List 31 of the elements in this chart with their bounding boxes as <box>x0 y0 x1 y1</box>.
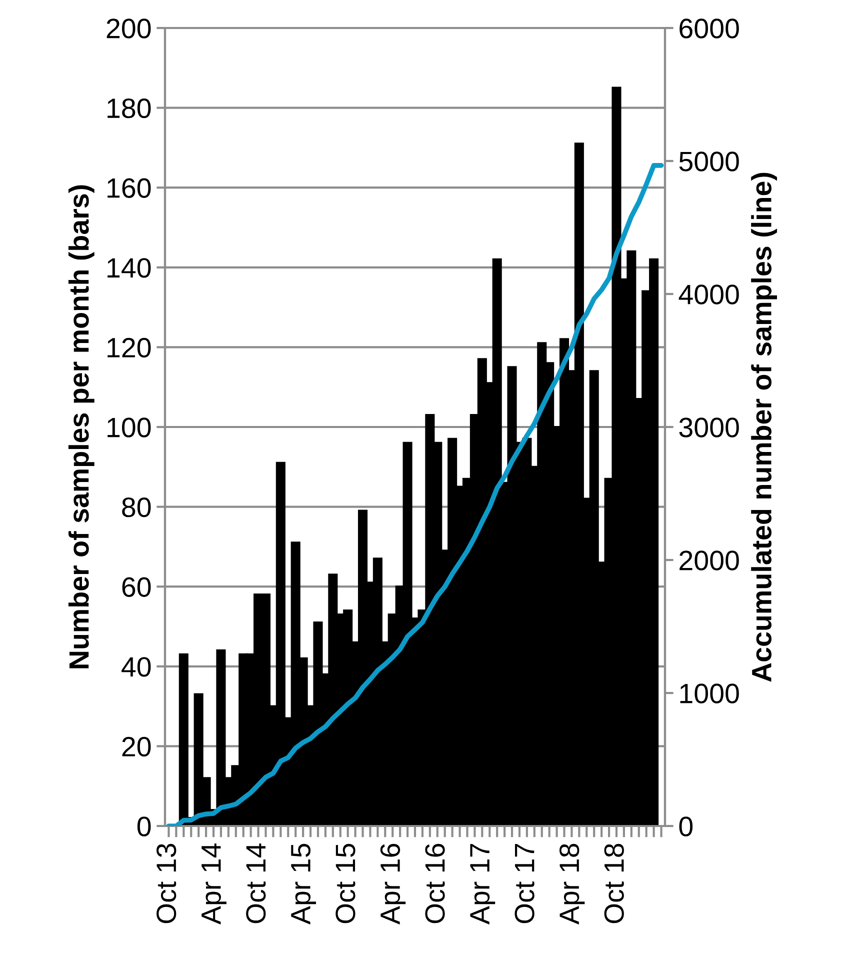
x-tick-label: Apr 18 <box>560 844 585 924</box>
y2-tick-label: 5000 <box>679 152 739 172</box>
y-tick-label: 180 <box>108 98 151 118</box>
y2-tick-label: 1000 <box>680 684 739 704</box>
y-tick-label: 20 <box>122 736 151 757</box>
x-tick-label: Oct 13 <box>156 844 176 924</box>
y-tick-label: 140 <box>108 258 151 278</box>
x-tick-label: Oct 17 <box>514 844 534 924</box>
y2-tick-label: 0 <box>679 816 693 836</box>
x-tick-label: Oct 18 <box>604 844 624 924</box>
x-tick-label: Oct 15 <box>336 844 356 924</box>
y2-tick-label: 6000 <box>680 18 739 38</box>
x-tick-label: Apr 14 <box>202 843 226 924</box>
y2-axis-title: Accumulated number of samples (line) <box>751 172 777 682</box>
x-tick-label: Oct 16 <box>425 844 445 924</box>
y2-tick-label: 2000 <box>680 550 739 570</box>
x-tick-label: Apr 17 <box>470 844 496 924</box>
y-tick-label: 160 <box>108 178 151 198</box>
y-tick-label: 80 <box>122 497 151 518</box>
y2-tick-label: 4000 <box>678 284 739 304</box>
y-tick-label: 100 <box>108 418 151 438</box>
y2-tick-label: 3000 <box>679 418 739 438</box>
y-tick-label: 60 <box>122 577 151 597</box>
x-tick-label: Oct 14 <box>246 843 266 924</box>
y-tick-label: 200 <box>106 18 151 38</box>
y-axis-title: Number of samples per month (bars) <box>68 185 94 668</box>
x-tick-label: Apr 15 <box>291 844 316 924</box>
y-tick-label: 120 <box>108 338 151 358</box>
x-tick-label: Apr 16 <box>380 844 406 924</box>
y-tick-label: 0 <box>137 816 151 836</box>
y-tick-label: 40 <box>122 657 151 677</box>
